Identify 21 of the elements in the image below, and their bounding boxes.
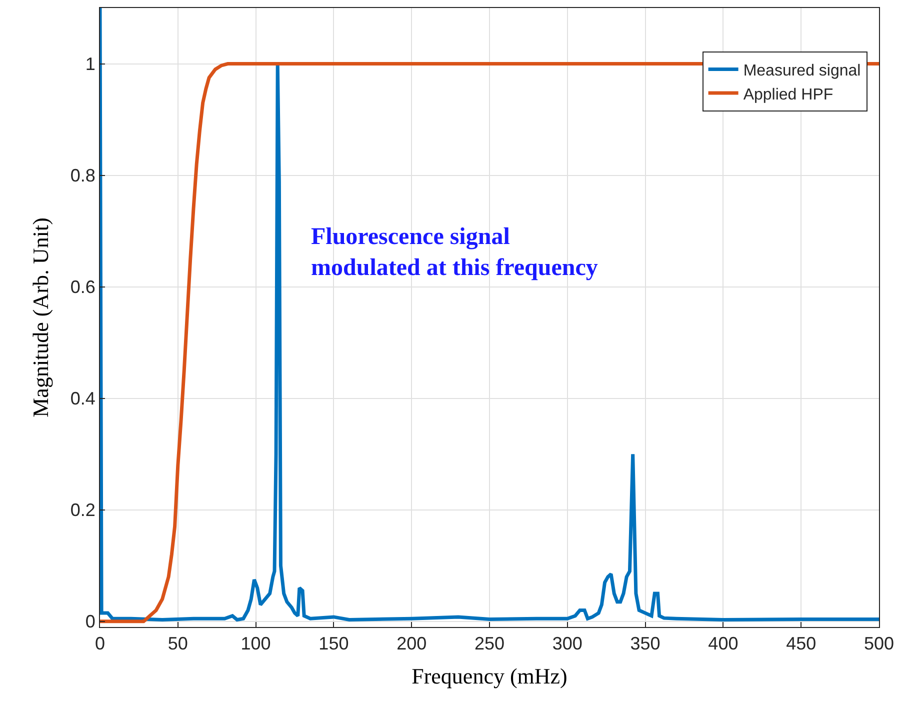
annotation: Fluorescence signal modulated at this frequency xyxy=(311,224,598,282)
x-tick-label: 450 xyxy=(786,634,816,654)
x-tick-label: 500 xyxy=(864,634,894,654)
x-tick-label: 300 xyxy=(552,634,582,654)
x-tick-label: 350 xyxy=(630,634,660,654)
y-axis-title: Magnitude (Arb. Unit) xyxy=(28,218,54,418)
y-tick-label: 0.6 xyxy=(70,277,96,298)
legend-label: Applied HPF xyxy=(743,86,834,104)
x-axis-title: Frequency (mHz) xyxy=(412,664,568,688)
legend-label: Measured signal xyxy=(743,62,861,80)
x-tick-label: 100 xyxy=(240,634,271,654)
x-tick-label: 150 xyxy=(318,634,349,654)
y-tick-label: 1 xyxy=(85,54,96,74)
y-tick-label: 0.8 xyxy=(70,166,96,186)
x-tick-label: 200 xyxy=(396,634,427,654)
x-tick-label: 400 xyxy=(708,634,738,654)
x-tick-label: 50 xyxy=(168,634,188,654)
y-tick-label: 0.2 xyxy=(70,500,96,520)
y-tick-label: 0 xyxy=(85,612,96,632)
x-tick-label: 250 xyxy=(474,634,505,654)
y-tick-label: 0.4 xyxy=(70,388,96,409)
